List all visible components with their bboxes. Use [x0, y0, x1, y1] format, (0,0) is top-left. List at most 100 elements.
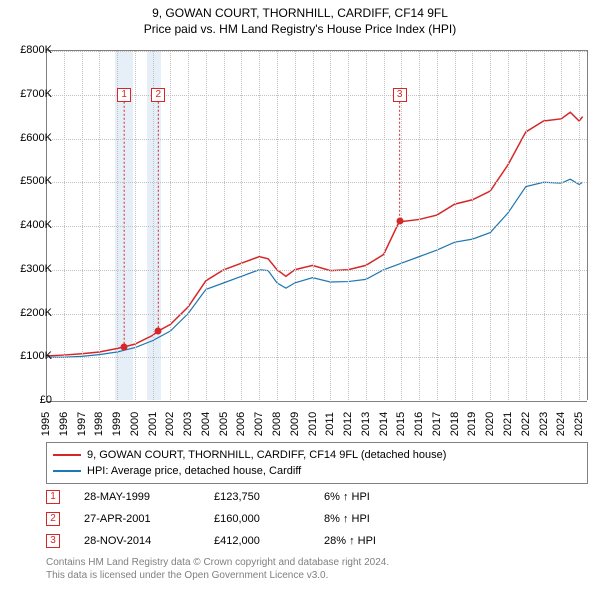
- x-axis-label: 2013: [360, 412, 372, 436]
- x-axis-label: 2015: [395, 412, 407, 436]
- legend-label: HPI: Average price, detached house, Card…: [87, 465, 301, 477]
- gridline-vertical: [206, 51, 207, 400]
- x-axis-label: 2001: [147, 412, 159, 436]
- marker-box: 3: [393, 88, 407, 102]
- gridline-vertical: [277, 51, 278, 400]
- x-axis-label: 2025: [573, 412, 585, 436]
- x-axis-label: 2016: [413, 412, 425, 436]
- gridline-vertical: [82, 51, 83, 400]
- legend-swatch: [53, 454, 81, 456]
- x-axis-label: 2020: [484, 412, 496, 436]
- gridline-vertical: [170, 51, 171, 400]
- legend-box: 9, GOWAN COURT, THORNHILL, CARDIFF, CF14…: [46, 442, 588, 484]
- sales-table: 128-MAY-1999£123,7506% ↑ HPI227-APR-2001…: [46, 486, 444, 552]
- sales-row: 328-NOV-2014£412,00028% ↑ HPI: [46, 530, 444, 552]
- gridline-vertical: [313, 51, 314, 400]
- sales-price: £160,000: [214, 513, 324, 525]
- x-axis-label: 2011: [324, 412, 336, 436]
- x-axis-label: 1995: [40, 412, 52, 436]
- x-axis-label: 2009: [289, 412, 301, 436]
- y-axis-label: £800K: [8, 44, 52, 56]
- y-axis-label: £300K: [8, 263, 52, 275]
- gridline-vertical: [526, 51, 527, 400]
- title-subtitle: Price paid vs. HM Land Registry's House …: [0, 22, 600, 36]
- sales-date: 28-MAY-1999: [84, 491, 214, 503]
- plot-region: 1 2 3: [46, 50, 588, 400]
- legend-label: 9, GOWAN COURT, THORNHILL, CARDIFF, CF14…: [87, 449, 446, 461]
- marker-dot: [155, 328, 162, 335]
- marker-box: 2: [151, 88, 165, 102]
- x-axis-label: 1996: [58, 412, 70, 436]
- x-axis-label: 2006: [235, 412, 247, 436]
- gridline-horizontal: [46, 357, 587, 358]
- title-address: 9, GOWAN COURT, THORNHILL, CARDIFF, CF14…: [0, 6, 600, 20]
- x-axis-label: 2010: [307, 412, 319, 436]
- legend-item: 9, GOWAN COURT, THORNHILL, CARDIFF, CF14…: [53, 447, 581, 463]
- x-axis-label: 2008: [271, 412, 283, 436]
- gridline-vertical: [455, 51, 456, 400]
- sales-diff: 8% ↑ HPI: [324, 513, 444, 525]
- x-axis-label: 2022: [520, 412, 532, 436]
- sales-date: 28-NOV-2014: [84, 535, 214, 547]
- sales-diff: 6% ↑ HPI: [324, 491, 444, 503]
- gridline-vertical: [259, 51, 260, 400]
- gridline-vertical: [348, 51, 349, 400]
- marker-box: 1: [117, 88, 131, 102]
- gridline-vertical: [117, 51, 118, 400]
- x-axis-label: 2017: [431, 412, 443, 436]
- footer-attribution: Contains HM Land Registry data © Crown c…: [46, 556, 389, 582]
- gridline-vertical: [437, 51, 438, 400]
- gridline-vertical: [384, 51, 385, 400]
- sales-date: 27-APR-2001: [84, 513, 214, 525]
- gridline-vertical: [490, 51, 491, 400]
- gridline-horizontal: [46, 314, 587, 315]
- sales-marker-box: 1: [46, 490, 60, 504]
- y-axis-label: £400K: [8, 219, 52, 231]
- x-axis-label: 2007: [253, 412, 265, 436]
- gridline-vertical: [135, 51, 136, 400]
- marker-dot: [396, 217, 403, 224]
- gridline-horizontal: [46, 401, 587, 402]
- marker-dot: [121, 343, 128, 350]
- sales-row: 128-MAY-1999£123,7506% ↑ HPI: [46, 486, 444, 508]
- x-axis-label: 2023: [538, 412, 550, 436]
- gridline-vertical: [472, 51, 473, 400]
- series-line-hpi: [46, 179, 583, 357]
- footer-line: Contains HM Land Registry data © Crown c…: [46, 556, 389, 569]
- gridline-vertical: [153, 51, 154, 400]
- footer-line: This data is licensed under the Open Gov…: [46, 569, 389, 582]
- gridline-horizontal: [46, 182, 587, 183]
- x-axis-label: 2014: [378, 412, 390, 436]
- gridline-vertical: [295, 51, 296, 400]
- gridline-vertical: [419, 51, 420, 400]
- sales-row: 2 27-APR-2001£160,0008% ↑ HPI: [46, 508, 444, 530]
- y-axis-label: £600K: [8, 132, 52, 144]
- gridline-horizontal: [46, 51, 587, 52]
- sales-marker-box: 3: [46, 534, 60, 548]
- legend-swatch: [53, 470, 81, 472]
- x-axis-label: 2018: [449, 412, 461, 436]
- x-axis-label: 2004: [200, 412, 212, 436]
- y-axis-label: £100K: [8, 350, 52, 362]
- x-axis-label: 2000: [129, 412, 141, 436]
- gridline-vertical: [241, 51, 242, 400]
- x-axis-label: 2002: [164, 412, 176, 436]
- gridline-vertical: [401, 51, 402, 400]
- gridline-vertical: [224, 51, 225, 400]
- sales-diff: 28% ↑ HPI: [324, 535, 444, 547]
- gridline-horizontal: [46, 226, 587, 227]
- series-line-property: [46, 112, 583, 356]
- gridline-horizontal: [46, 270, 587, 271]
- gridline-vertical: [561, 51, 562, 400]
- gridline-vertical: [330, 51, 331, 400]
- gridline-vertical: [64, 51, 65, 400]
- sales-marker-box: 2: [46, 512, 60, 526]
- gridline-vertical: [188, 51, 189, 400]
- x-axis-label: 2005: [218, 412, 230, 436]
- x-axis-label: 2024: [555, 412, 567, 436]
- gridline-vertical: [508, 51, 509, 400]
- x-axis-label: 2012: [342, 412, 354, 436]
- chart-plot-area: 123 199519961997199819992000200120022003…: [46, 50, 588, 400]
- y-axis-label: £0: [8, 394, 52, 406]
- x-axis-label: 2021: [502, 412, 514, 436]
